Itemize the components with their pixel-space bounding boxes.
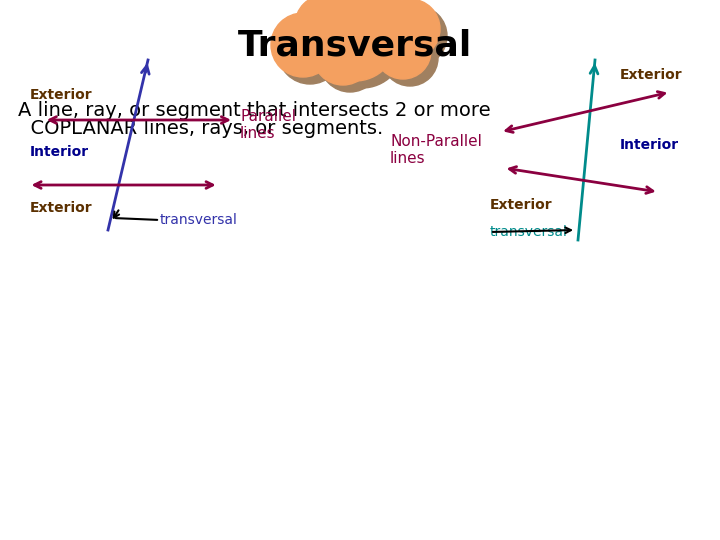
- Circle shape: [375, 23, 431, 79]
- Text: Exterior: Exterior: [30, 201, 93, 215]
- Circle shape: [313, 0, 397, 81]
- Circle shape: [295, 0, 355, 55]
- Circle shape: [278, 20, 342, 84]
- Text: Interior: Interior: [30, 145, 89, 159]
- Text: COPLANAR lines, rays, or segments.: COPLANAR lines, rays, or segments.: [18, 118, 383, 138]
- Circle shape: [302, 2, 362, 62]
- Text: Exterior: Exterior: [30, 88, 93, 102]
- Text: Transversal: Transversal: [238, 28, 472, 62]
- Text: Exterior: Exterior: [490, 198, 553, 212]
- Text: Interior: Interior: [620, 138, 679, 152]
- Circle shape: [387, 6, 447, 66]
- Circle shape: [348, 0, 416, 64]
- Circle shape: [320, 32, 380, 92]
- Circle shape: [271, 13, 335, 77]
- Text: Non-Parallel
lines: Non-Parallel lines: [390, 134, 482, 166]
- Text: A line, ray, or segment that intersects 2 or more: A line, ray, or segment that intersects …: [18, 100, 490, 119]
- Circle shape: [380, 0, 440, 59]
- Circle shape: [313, 25, 373, 85]
- Circle shape: [382, 30, 438, 86]
- Circle shape: [341, 0, 409, 57]
- Text: transversal: transversal: [160, 213, 238, 227]
- Circle shape: [320, 4, 404, 88]
- Text: Parallel
lines: Parallel lines: [240, 109, 296, 141]
- Text: Exterior: Exterior: [620, 68, 683, 82]
- Text: transversal: transversal: [490, 225, 568, 239]
